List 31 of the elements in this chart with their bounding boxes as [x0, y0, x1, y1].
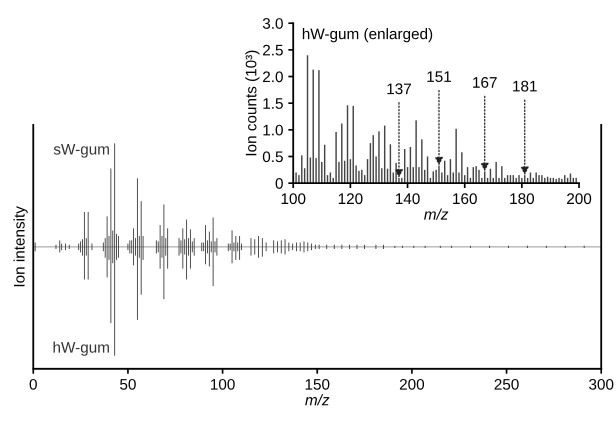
x-tick-label: 300 [589, 378, 614, 390]
annotation: 167 [473, 77, 497, 88]
x-tick-label: 200 [400, 378, 424, 390]
x-tick-label: 160 [453, 193, 477, 204]
x-tick-label: 120 [338, 193, 363, 204]
annotation: 151 [427, 71, 451, 82]
x-tick-label: 140 [396, 193, 420, 204]
series-label: hW-gum [54, 342, 109, 356]
x-axis-title: m/z [305, 394, 330, 406]
y-tick-label: 1.5 [263, 98, 283, 109]
x-tick-label: 180 [510, 193, 534, 204]
y-tick-label: 0 [276, 178, 283, 189]
series-label: sW-gum [54, 144, 109, 158]
x-tick-label: 200 [567, 193, 592, 204]
y-axis-title: Ion counts (10³) [245, 50, 260, 156]
annotation: hW-gum (enlarged) [302, 28, 432, 42]
annotation: 181 [513, 80, 537, 92]
x-tick-label: 0 [30, 378, 37, 390]
x-tick-label: 250 [494, 378, 519, 390]
y-tick-label: 1.0 [263, 124, 283, 136]
y-tick-label: 2.0 [263, 71, 283, 82]
x-tick-label: 150 [306, 378, 330, 390]
x-tick-label: 100 [282, 193, 306, 204]
x-axis-title: m/z [424, 208, 448, 220]
x-tick-label: 100 [211, 378, 235, 390]
y-tick-label: 3.0 [262, 18, 283, 29]
y-tick-label: 2.5 [263, 44, 283, 56]
x-tick-label: 50 [120, 378, 136, 390]
y-tick-label: 0.5 [262, 151, 283, 162]
y-axis-title: Ion intensity [13, 206, 28, 286]
annotation: 137 [387, 83, 411, 94]
